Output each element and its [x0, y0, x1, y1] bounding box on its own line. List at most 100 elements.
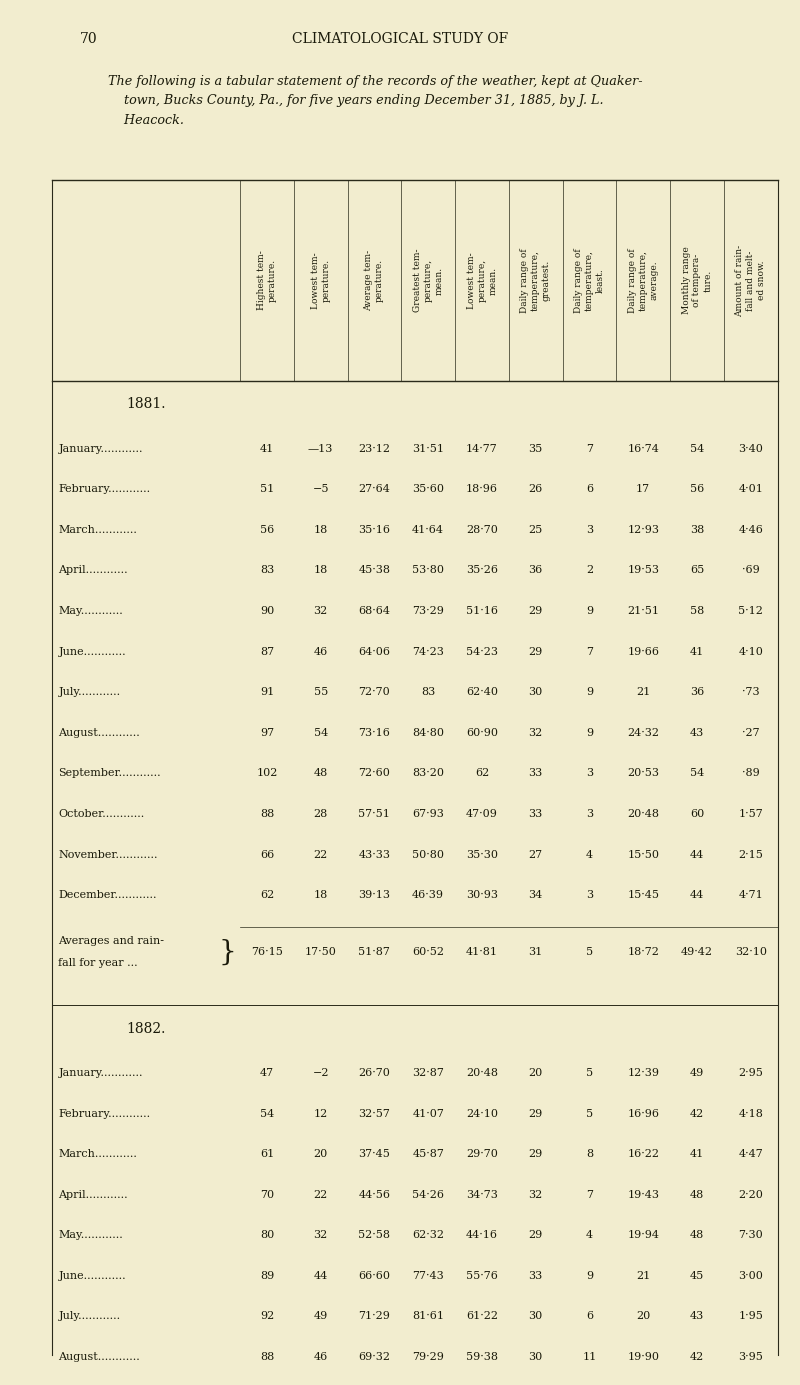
- Text: July............: July............: [58, 687, 121, 697]
- Text: March............: March............: [58, 525, 138, 535]
- Text: 30·93: 30·93: [466, 891, 498, 900]
- Text: 8: 8: [586, 1150, 593, 1159]
- Text: 102: 102: [256, 769, 278, 778]
- Text: 2·95: 2·95: [738, 1068, 763, 1078]
- Text: 48: 48: [690, 1190, 704, 1199]
- Text: 49: 49: [314, 1312, 328, 1321]
- Text: 46: 46: [314, 647, 328, 656]
- Text: 3·40: 3·40: [738, 443, 763, 454]
- Text: 29: 29: [529, 1108, 543, 1119]
- Text: 48: 48: [314, 769, 328, 778]
- Text: 28: 28: [314, 809, 328, 819]
- Text: 53·80: 53·80: [412, 565, 444, 576]
- Text: 4·47: 4·47: [738, 1150, 763, 1159]
- Text: 62: 62: [474, 769, 489, 778]
- Text: 20: 20: [636, 1312, 650, 1321]
- Text: 73·29: 73·29: [412, 607, 444, 616]
- Text: 61·22: 61·22: [466, 1312, 498, 1321]
- Text: —13: —13: [308, 443, 334, 454]
- Text: 33: 33: [529, 1271, 543, 1281]
- Text: 55: 55: [314, 687, 328, 697]
- Text: 5·12: 5·12: [738, 607, 763, 616]
- Text: 4·10: 4·10: [738, 647, 763, 656]
- Text: 44·16: 44·16: [466, 1230, 498, 1241]
- Text: Heacock.: Heacock.: [108, 114, 184, 126]
- Text: 80: 80: [260, 1230, 274, 1241]
- Text: 41·64: 41·64: [412, 525, 444, 535]
- Text: December............: December............: [58, 891, 157, 900]
- Text: 7: 7: [586, 1190, 593, 1199]
- Text: 12: 12: [314, 1108, 328, 1119]
- Text: 49·42: 49·42: [681, 947, 713, 957]
- Text: 6: 6: [586, 485, 593, 494]
- Text: 18·96: 18·96: [466, 485, 498, 494]
- Text: 2·15: 2·15: [738, 849, 763, 860]
- Text: 32: 32: [529, 727, 543, 738]
- Text: 32: 32: [314, 607, 328, 616]
- Text: 1·57: 1·57: [738, 809, 763, 819]
- Text: 83: 83: [421, 687, 435, 697]
- Text: 3·95: 3·95: [738, 1352, 763, 1361]
- Text: 37·45: 37·45: [358, 1150, 390, 1159]
- Text: 43·33: 43·33: [358, 849, 390, 860]
- Text: 54: 54: [690, 443, 704, 454]
- Text: 11: 11: [582, 1352, 597, 1361]
- Text: 16·22: 16·22: [627, 1150, 659, 1159]
- Text: 32: 32: [529, 1190, 543, 1199]
- Text: 42: 42: [690, 1352, 704, 1361]
- Text: 22: 22: [314, 849, 328, 860]
- Text: 55·76: 55·76: [466, 1271, 498, 1281]
- Text: 90: 90: [260, 607, 274, 616]
- Text: 7: 7: [586, 647, 593, 656]
- Text: 83: 83: [260, 565, 274, 576]
- Text: 4·18: 4·18: [738, 1108, 763, 1119]
- Text: 36: 36: [690, 687, 704, 697]
- Text: town, Bucks County, Pa., for five years ending December 31, 1885, by J. L.: town, Bucks County, Pa., for five years …: [108, 94, 603, 107]
- Text: 4: 4: [586, 1230, 593, 1241]
- Text: ·69: ·69: [742, 565, 759, 576]
- Text: February............: February............: [58, 1108, 150, 1119]
- Text: 65: 65: [690, 565, 704, 576]
- Text: 1881.: 1881.: [126, 397, 166, 411]
- Text: Lowest tem-
perature,
mean.: Lowest tem- perature, mean.: [466, 252, 497, 309]
- Text: 29: 29: [529, 1150, 543, 1159]
- Text: 20·53: 20·53: [627, 769, 659, 778]
- Text: 26·70: 26·70: [358, 1068, 390, 1078]
- Text: 21·51: 21·51: [627, 607, 659, 616]
- Text: 45·87: 45·87: [412, 1150, 444, 1159]
- Text: 77·43: 77·43: [412, 1271, 444, 1281]
- Text: 54: 54: [690, 769, 704, 778]
- Text: April............: April............: [58, 565, 128, 576]
- Text: 51·16: 51·16: [466, 607, 498, 616]
- Text: Amount of rain-
fall and melt-
ed snow.: Amount of rain- fall and melt- ed snow.: [735, 244, 766, 317]
- Text: 58: 58: [690, 607, 704, 616]
- Text: June............: June............: [58, 1271, 126, 1281]
- Text: −2: −2: [312, 1068, 329, 1078]
- Text: 12·93: 12·93: [627, 525, 659, 535]
- Text: August............: August............: [58, 727, 140, 738]
- Text: 18: 18: [314, 891, 328, 900]
- Text: 84·80: 84·80: [412, 727, 444, 738]
- Text: 67·93: 67·93: [412, 809, 444, 819]
- Text: 51: 51: [260, 485, 274, 494]
- Text: April............: April............: [58, 1190, 128, 1199]
- Text: 41: 41: [690, 1150, 704, 1159]
- Text: 71·29: 71·29: [358, 1312, 390, 1321]
- Text: 41: 41: [690, 647, 704, 656]
- Text: 4·46: 4·46: [738, 525, 763, 535]
- Text: 3: 3: [586, 525, 593, 535]
- Text: 45: 45: [690, 1271, 704, 1281]
- Text: Lowest tem-
perature.: Lowest tem- perature.: [310, 252, 330, 309]
- Text: 70: 70: [80, 32, 98, 46]
- Text: 19·90: 19·90: [627, 1352, 659, 1361]
- Text: 18: 18: [314, 525, 328, 535]
- Text: 21: 21: [636, 687, 650, 697]
- Text: 61: 61: [260, 1150, 274, 1159]
- Text: 45·38: 45·38: [358, 565, 390, 576]
- Text: 4·01: 4·01: [738, 485, 763, 494]
- Text: 49: 49: [690, 1068, 704, 1078]
- Text: 73·16: 73·16: [358, 727, 390, 738]
- Text: 83·20: 83·20: [412, 769, 444, 778]
- Text: Monthly range
of tempera-
ture.: Monthly range of tempera- ture.: [682, 247, 712, 314]
- Text: 32·10: 32·10: [734, 947, 766, 957]
